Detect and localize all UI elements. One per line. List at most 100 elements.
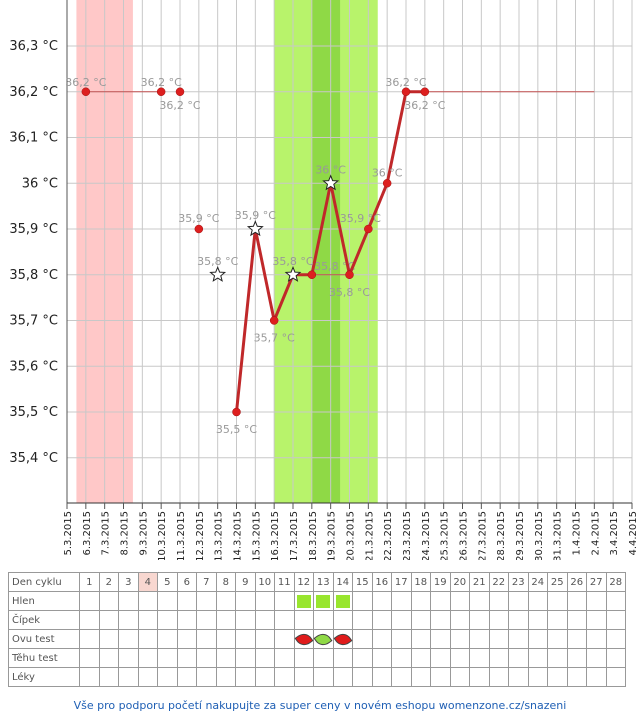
cycle-cell — [98, 610, 119, 630]
cycle-cell — [196, 610, 217, 630]
cycle-cell — [508, 591, 529, 611]
cycle-cell — [352, 667, 373, 687]
data-label: 36 °C — [372, 166, 403, 179]
cycle-day-number: 4 — [137, 572, 158, 592]
mucus-marker — [316, 594, 331, 608]
cycle-cell — [235, 610, 256, 630]
ovu-test-cell — [566, 629, 587, 649]
cycle-cell — [410, 591, 431, 611]
cycle-cell — [274, 648, 295, 668]
cycle-day-number: 28 — [605, 572, 626, 592]
cycle-day-number: 10 — [254, 572, 275, 592]
cycle-cell — [449, 610, 470, 630]
cycle-cell — [215, 667, 236, 687]
cycle-day-number: 21 — [469, 572, 490, 592]
cycle-cell — [293, 648, 314, 668]
cycle-cell — [79, 667, 100, 687]
y-tick-label: 36,2 °C — [9, 85, 58, 100]
cycle-cell — [566, 610, 587, 630]
data-label: 36,2 °C — [385, 76, 426, 89]
data-label: 35,8 °C — [197, 255, 238, 268]
cycle-row-label: Ovu test — [8, 629, 80, 649]
cycle-day-number: 26 — [566, 572, 587, 592]
x-tick-label: 2.4.2015 — [590, 511, 601, 556]
cycle-cell — [410, 648, 431, 668]
cycle-day-number: 14 — [332, 572, 353, 592]
cycle-cell — [176, 667, 197, 687]
data-label: 36,2 °C — [141, 76, 182, 89]
mucus-cell — [332, 591, 353, 611]
cycle-cell — [410, 610, 431, 630]
cycle-cell — [547, 648, 568, 668]
cycle-day-number: 9 — [235, 572, 256, 592]
data-label: 36,2 °C — [159, 99, 200, 112]
cycle-cell — [508, 667, 529, 687]
x-tick-label: 26.3.2015 — [459, 511, 470, 560]
cycle-cell — [566, 591, 587, 611]
cycle-cell — [157, 667, 178, 687]
ovu-test-cell — [352, 629, 373, 649]
cycle-cell — [449, 648, 470, 668]
cycle-cell — [391, 667, 412, 687]
cycle-cell — [274, 610, 295, 630]
cycle-cell — [391, 610, 412, 630]
cycle-cell — [527, 648, 548, 668]
cycle-cell — [586, 648, 607, 668]
cycle-cell — [137, 610, 158, 630]
y-tick-label: 36,3 °C — [9, 39, 58, 54]
footer-promo-link[interactable]: Vše pro podporu početí nakupujte za supe… — [73, 699, 567, 712]
cycle-cell — [469, 610, 490, 630]
cycle-cell — [371, 667, 392, 687]
cycle-row: Hlen — [8, 591, 626, 611]
cycle-cell — [352, 648, 373, 668]
cycle-cell — [196, 591, 217, 611]
cycle-cell — [391, 648, 412, 668]
data-label: 35,9 °C — [235, 209, 276, 222]
cycle-cell — [235, 591, 256, 611]
cycle-cell — [488, 591, 509, 611]
cycle-row: Léky — [8, 667, 626, 687]
x-tick-label: 23.3.2015 — [402, 511, 413, 560]
ovu-test-cell — [157, 629, 178, 649]
cycle-row-label: Těhu test — [8, 648, 80, 668]
cycle-row: Ovu test — [8, 629, 626, 649]
ovu-test-cell — [527, 629, 548, 649]
cycle-cell — [605, 667, 626, 687]
data-label: 36,2 °C — [65, 76, 106, 89]
x-tick-label: 4.4.2015 — [628, 511, 639, 556]
x-tick-label: 24.3.2015 — [421, 511, 432, 560]
x-tick-label: 3.4.2015 — [609, 511, 620, 556]
data-point — [194, 224, 204, 234]
cycle-cell — [274, 667, 295, 687]
x-tick-label: 14.3.2015 — [233, 511, 244, 560]
cycle-cell — [98, 591, 119, 611]
cycle-cell — [586, 591, 607, 611]
ovu-test-cell — [293, 629, 314, 649]
ovu-test-cell — [410, 629, 431, 649]
x-tick-label: 30.3.2015 — [534, 511, 545, 560]
cycle-day-number: 27 — [586, 572, 607, 592]
cycle-cell — [605, 591, 626, 611]
cycle-cell — [469, 667, 490, 687]
ovu-test-cell — [118, 629, 139, 649]
cycle-row: Čípek — [8, 610, 626, 630]
data-point — [401, 87, 411, 96]
cycle-cell — [137, 591, 158, 611]
x-tick-label: 20.3.2015 — [346, 511, 357, 560]
x-tick-label: 12.3.2015 — [195, 511, 206, 560]
cycle-day-number: 25 — [547, 572, 568, 592]
cycle-cell — [79, 648, 100, 668]
ovu-test-cell — [332, 629, 353, 649]
cycle-cell — [254, 667, 275, 687]
x-tick-label: 29.3.2015 — [515, 511, 526, 560]
cycle-day-number: 3 — [118, 572, 139, 592]
cycle-cell — [547, 591, 568, 611]
data-label: 35,8 °C — [272, 255, 313, 268]
y-tick-label: 35,9 °C — [9, 222, 58, 237]
cycle-cell — [79, 610, 100, 630]
cycle-day-number: 23 — [508, 572, 529, 592]
cycle-row-label: Léky — [8, 667, 80, 687]
ovu-test-cell — [430, 629, 451, 649]
cycle-cell — [137, 648, 158, 668]
cycle-cell — [196, 667, 217, 687]
